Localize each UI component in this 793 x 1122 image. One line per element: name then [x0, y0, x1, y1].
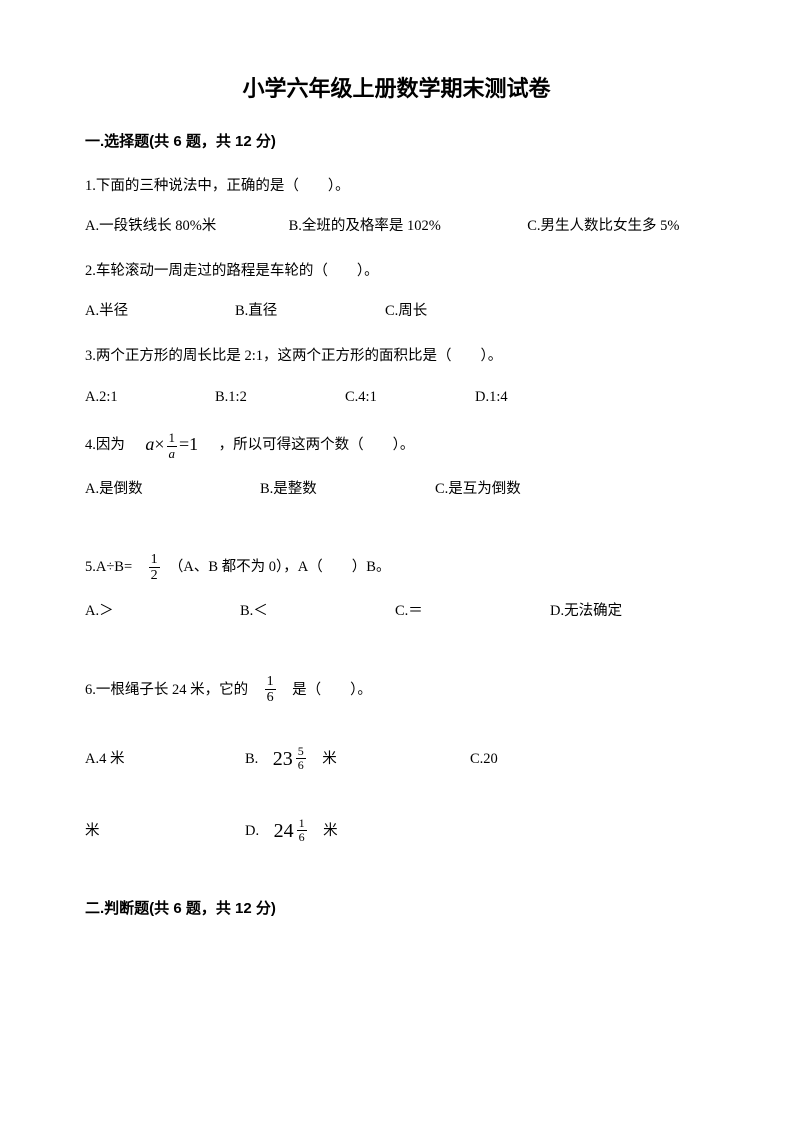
q4-frac-den: a	[167, 446, 178, 461]
q5-opt-a: A.＞	[85, 599, 240, 624]
question-6: 6.一根绳子长 24 米，它的 1 6 是（ ）。 A.4 米 B. 23 5 …	[85, 674, 708, 848]
question-2: 2.车轮滚动一周走过的路程是车轮的（ ）。 A.半径 B.直径 C.周长	[85, 259, 708, 324]
q6-b-mixed: 23 5 6	[273, 742, 308, 776]
q4-expr: a×1a=1	[145, 429, 198, 461]
q3-opt-a: A.2:1	[85, 385, 215, 410]
q6-frac: 1 6	[265, 674, 276, 706]
section-1-header: 一.选择题(共 6 题，共 12 分)	[85, 131, 708, 154]
q4-suffix: ，所以可得这两个数（ ）。	[204, 433, 414, 458]
q6-b-whole: 23	[273, 742, 293, 776]
section-2-header: 二.判断题(共 6 题，共 12 分)	[85, 898, 708, 921]
q6-row2-prefix: 米	[85, 819, 245, 844]
q6-d-suffix: 米	[309, 819, 338, 844]
q6-d-den: 6	[297, 830, 307, 844]
q4-opt-c: C.是互为倒数	[435, 477, 521, 502]
q6-options-row1: A.4 米 B. 23 5 6 米 C.20	[85, 742, 708, 776]
q6-opt-d: D. 24 1 6 米	[245, 814, 338, 848]
q2-text: 2.车轮滚动一周走过的路程是车轮的（ ）。	[85, 259, 708, 284]
q6-opt-a: A.4 米	[85, 747, 245, 772]
q3-opt-b: B.1:2	[215, 385, 345, 410]
q6-b-suffix: 米	[308, 747, 337, 772]
q6-opt-b: B. 23 5 6 米	[245, 742, 470, 776]
q2-options: A.半径 B.直径 C.周长	[85, 299, 708, 324]
q3-options: A.2:1 B.1:2 C.4:1 D.1:4	[85, 385, 708, 410]
q3-opt-d: D.1:4	[475, 385, 508, 410]
q3-text: 3.两个正方形的周长比是 2:1，这两个正方形的面积比是（ ）。	[85, 344, 708, 369]
q4-opt-a: A.是倒数	[85, 477, 260, 502]
q6-options-row2: 米 D. 24 1 6 米	[85, 814, 708, 848]
q4-frac-num: 1	[167, 431, 178, 445]
q2-opt-b: B.直径	[235, 299, 385, 324]
question-4: 4.因为 a×1a=1 ，所以可得这两个数（ ）。 A.是倒数 B.是整数 C.…	[85, 429, 708, 501]
q1-opt-b: B.全班的及格率是 102%	[289, 214, 524, 239]
q5-opt-b: B.＜	[240, 599, 395, 624]
q4-text: 4.因为 a×1a=1 ，所以可得这两个数（ ）。	[85, 429, 708, 461]
q6-prefix: 6.一根绳子长 24 米，它的	[85, 678, 263, 703]
q2-opt-a: A.半径	[85, 299, 235, 324]
q6-d-whole: 24	[274, 814, 294, 848]
q6-frac-num: 1	[265, 674, 276, 689]
q6-b-den: 6	[296, 758, 306, 772]
q1-opt-c: C.男生人数比女生多 5%	[527, 218, 679, 234]
q5-opt-c: C.＝	[395, 599, 550, 624]
q4-times: ×	[154, 434, 164, 454]
q6-d-mixed: 24 1 6	[274, 814, 309, 848]
q1-options: A.一段铁线长 80%米 B.全班的及格率是 102% C.男生人数比女生多 5…	[85, 214, 708, 239]
q1-opt-a: A.一段铁线长 80%米	[85, 214, 285, 239]
q4-frac: 1a	[167, 431, 178, 461]
question-3: 3.两个正方形的周长比是 2:1，这两个正方形的面积比是（ ）。 A.2:1 B…	[85, 344, 708, 409]
q6-opt-c: C.20	[470, 747, 498, 772]
q6-b-frac: 5 6	[296, 745, 306, 772]
page-title: 小学六年级上册数学期末测试卷	[85, 72, 708, 105]
q5-frac-num: 1	[149, 552, 160, 567]
q6-d-prefix: D.	[245, 819, 274, 844]
q4-eq: =1	[179, 434, 198, 454]
q6-d-num: 1	[297, 817, 307, 830]
q5-frac: 1 2	[149, 552, 160, 584]
q2-opt-c: C.周长	[385, 299, 427, 324]
q6-d-frac: 1 6	[297, 817, 307, 844]
q6-frac-den: 6	[265, 689, 276, 705]
q5-options: A.＞ B.＜ C.＝ D.无法确定	[85, 599, 708, 624]
q4-opt-b: B.是整数	[260, 477, 435, 502]
q4-prefix: 4.因为	[85, 433, 139, 458]
q6-b-prefix: B.	[245, 747, 273, 772]
q5-frac-den: 2	[149, 567, 160, 583]
question-1: 1.下面的三种说法中，正确的是（ ）。 A.一段铁线长 80%米 B.全班的及格…	[85, 174, 708, 239]
q1-text: 1.下面的三种说法中，正确的是（ ）。	[85, 174, 708, 199]
q4-options: A.是倒数 B.是整数 C.是互为倒数	[85, 477, 708, 502]
q3-opt-c: C.4:1	[345, 385, 475, 410]
q5-prefix: 5.A÷B=	[85, 555, 147, 580]
q5-text: 5.A÷B= 1 2 （A、B 都不为 0），A（ ）B。	[85, 552, 708, 584]
q5-suffix: （A、B 都不为 0），A（ ）B。	[162, 555, 391, 580]
q6-text: 6.一根绳子长 24 米，它的 1 6 是（ ）。	[85, 674, 708, 706]
q6-suffix: 是（ ）。	[278, 678, 372, 703]
q6-b-num: 5	[296, 745, 306, 758]
question-5: 5.A÷B= 1 2 （A、B 都不为 0），A（ ）B。 A.＞ B.＜ C.…	[85, 552, 708, 624]
q5-opt-d: D.无法确定	[550, 599, 622, 624]
